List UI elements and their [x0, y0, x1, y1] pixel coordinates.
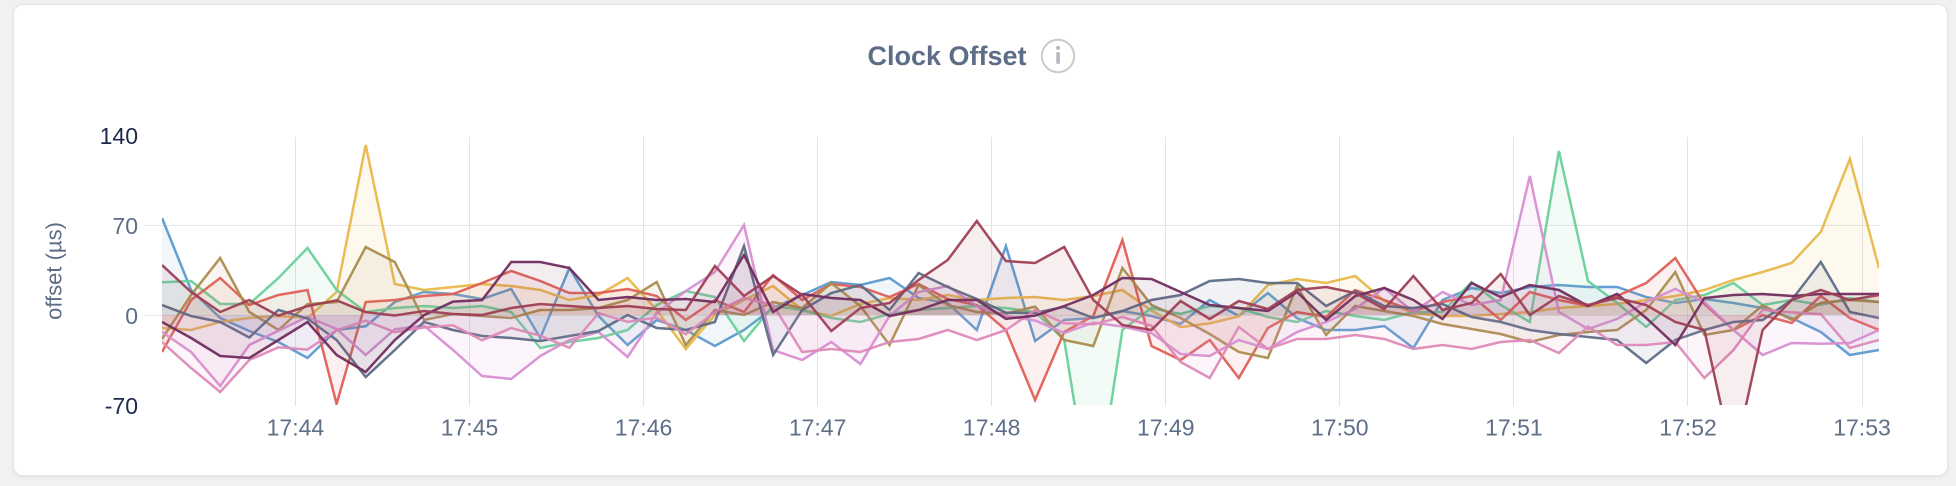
- svg-text:17:45: 17:45: [441, 415, 499, 441]
- svg-text:17:47: 17:47: [789, 415, 847, 441]
- svg-text:-70: -70: [105, 393, 138, 419]
- svg-text:17:48: 17:48: [963, 415, 1021, 441]
- svg-text:17:50: 17:50: [1311, 415, 1369, 441]
- svg-text:Clock Offset: Clock Offset: [867, 41, 1026, 71]
- svg-text:17:49: 17:49: [1137, 415, 1195, 441]
- svg-text:offset (µs): offset (µs): [42, 222, 67, 320]
- svg-text:140: 140: [100, 123, 138, 149]
- svg-text:70: 70: [112, 213, 138, 239]
- svg-text:17:52: 17:52: [1659, 415, 1717, 441]
- svg-text:0: 0: [125, 303, 138, 329]
- svg-text:17:51: 17:51: [1485, 415, 1543, 441]
- svg-text:17:46: 17:46: [615, 415, 673, 441]
- svg-text:17:53: 17:53: [1833, 415, 1891, 441]
- svg-text:17:44: 17:44: [267, 415, 325, 441]
